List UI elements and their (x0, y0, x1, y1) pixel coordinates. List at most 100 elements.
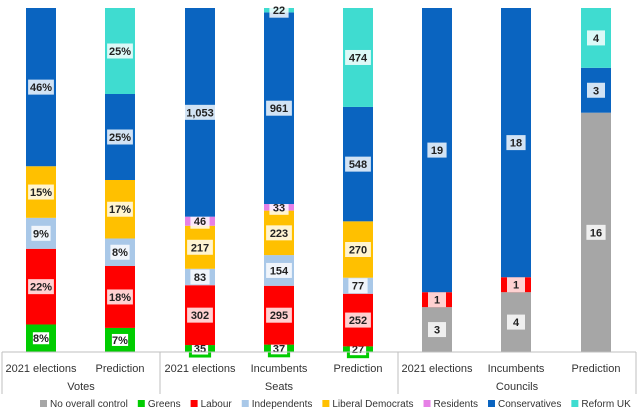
group-label-seats: Seats (265, 381, 294, 393)
councils-prediction-reform-uk-data-label: 4 (593, 33, 600, 45)
votes-prediction-conservatives-label-box (107, 129, 133, 145)
seats-incumbents-conservatives-data-label: 961 (270, 103, 288, 115)
legend: No overall control Greens Labour Independen… (40, 399, 631, 410)
councils-incumbents-conservatives-data-label: 18 (510, 138, 522, 150)
votes-2021-elections-independents-data-label: 9% (33, 228, 49, 240)
seats-prediction-greens-data-label: 27 (352, 344, 364, 356)
tick-label-votes-prediction: Prediction (96, 363, 145, 375)
tick-label-councils-prediction: Prediction (572, 363, 621, 375)
seats-incumbents-liberal-democrats-label-box (266, 225, 292, 241)
tick-label-seats-2021-elections: 2021 elections (165, 363, 236, 375)
seats-2021-elections-liberal-democrats-data-label: 217 (191, 242, 209, 254)
legend-swatch-labour (190, 400, 198, 407)
seats-incumbents-liberal-democrats-data-label: 223 (270, 228, 288, 240)
votes-2021-elections-greens-label-box (29, 329, 53, 348)
seats-prediction-conservatives-data-label: 548 (349, 159, 367, 171)
seats-2021-elections-independents-label-box (190, 269, 210, 285)
legend-swatch-greens (137, 400, 145, 407)
councils-prediction-no-overall-control-data-label: 16 (590, 227, 602, 239)
votes-prediction-labour-label-box (107, 289, 133, 305)
councils-incumbents-conservatives-label-box (506, 135, 526, 151)
tick-label-votes-2021-elections: 2021 elections (6, 363, 77, 375)
votes-2021-elections-liberal-democrats-label-box (28, 184, 54, 200)
seats-prediction-independents-label-box (348, 278, 368, 294)
seats-2021-elections-residents-data-label: 46 (194, 216, 206, 228)
legend-label-conservatives: Conservatives (498, 399, 561, 410)
votes-2021-elections-greens-data-label: 8% (33, 333, 49, 345)
group-label-councils: Councils (496, 381, 539, 393)
seats-prediction-liberal-democrats-data-label: 270 (349, 245, 367, 257)
legend-label-labour: Labour (201, 399, 233, 410)
seats-2021-elections-independents-data-label: 83 (194, 272, 206, 284)
votes-prediction-reform-uk-label-box (107, 43, 133, 59)
legend-swatch-residents (423, 400, 431, 407)
seats-prediction-labour-data-label: 252 (349, 315, 367, 327)
votes-prediction-liberal-democrats-data-label: 17% (109, 204, 131, 216)
legend-label-independents: Independents (252, 399, 313, 410)
votes-prediction-liberal-democrats-label-box (107, 201, 133, 217)
tick-label-seats-incumbents: Incumbents (251, 363, 308, 375)
votes-2021-elections-independents-label-box (31, 225, 51, 241)
legend-swatch-conservatives (488, 400, 495, 407)
votes-2021-elections-conservatives-label-box (28, 79, 54, 95)
seats-incumbents-greens-data-label: 37 (273, 343, 285, 355)
seats-2021-elections-residents-label-box (190, 213, 210, 229)
votes-2021-elections-labour-label-box (28, 279, 54, 295)
seats-2021-elections-greens-data-label: 35 (194, 344, 206, 356)
seats-incumbents-residents-data-label: 33 (273, 202, 285, 214)
tick-label-seats-prediction: Prediction (334, 363, 383, 375)
councils-incumbents-labour-label-box (507, 277, 525, 293)
tick-label-councils-2021-elections: 2021 elections (402, 363, 473, 375)
seats-incumbents-labour-data-label: 295 (270, 310, 288, 322)
legend-label-liberal-democrats: Liberal Democrats (332, 399, 413, 410)
councils-prediction-conservatives-label-box (587, 82, 605, 98)
votes-prediction-greens-data-label: 7% (112, 335, 128, 347)
seats-incumbents-independents-data-label: 154 (270, 265, 289, 277)
councils-2021-elections-labour-label-box (428, 292, 446, 308)
seats-incumbents-reform-uk-data-label: 22 (273, 5, 285, 17)
seats-prediction-conservatives-label-box (345, 156, 371, 172)
legend-label-reform-uk: Reform UK (581, 399, 631, 410)
seats-incumbents-labour-label-box (266, 307, 292, 323)
votes-2021-elections-conservatives-data-label: 46% (30, 82, 52, 94)
seats-prediction-reform-uk-label-box (345, 49, 371, 65)
legend-swatch-no-overall-control (40, 400, 47, 407)
councils-incumbents-no-overall-control-data-label: 4 (513, 317, 520, 329)
councils-prediction-reform-uk-label-box (587, 30, 605, 46)
seats-2021-elections-conservatives-data-label: 1,053 (186, 107, 214, 119)
councils-2021-elections-no-overall-control-label-box (428, 322, 446, 338)
councils-2021-elections-conservatives-data-label: 19 (431, 145, 443, 157)
category-axis: 2021 elections Prediction 2021 elections In… (1, 351, 637, 394)
legend-swatch-independents (241, 400, 249, 407)
seats-2021-elections-labour-label-box (187, 307, 213, 323)
legend-swatch-liberal-democrats (322, 400, 330, 407)
councils-prediction-no-overall-control-label-box (586, 224, 606, 240)
bars-layer: 8% 22% 9% 15% 46% 7% 18% 8% 17% 25% 25% 35 302 83 217 4… (26, 2, 611, 359)
seats-2021-elections-conservatives-label-box (180, 104, 220, 120)
votes-prediction-labour-data-label: 18% (109, 292, 131, 304)
seats-incumbents-conservatives-label-box (266, 100, 292, 116)
legend-label-residents: Residents (434, 399, 478, 410)
votes-prediction-reform-uk-data-label: 25% (109, 46, 131, 58)
tick-label-councils-incumbents: Incumbents (488, 363, 545, 375)
votes-prediction-independents-data-label: 8% (112, 247, 128, 259)
legend-label-no-overall-control: No overall control (50, 399, 128, 410)
seats-2021-elections-labour-data-label: 302 (191, 310, 209, 322)
seats-incumbents-reform-uk-label-box (269, 2, 289, 18)
legend-swatch-reform-uk (571, 400, 579, 407)
group-label-votes: Votes (67, 381, 95, 393)
legend-label-greens: Greens (148, 399, 181, 410)
seats-incumbents-independents-label-box (266, 262, 292, 278)
votes-prediction-conservatives-data-label: 25% (109, 132, 131, 144)
votes-prediction-independents-label-box (110, 244, 130, 260)
seats-prediction-labour-label-box (345, 312, 371, 328)
councils-2021-elections-conservatives-label-box (427, 142, 447, 158)
seats-2021-elections-liberal-democrats-label-box (187, 239, 213, 255)
councils-prediction-conservatives-data-label: 3 (593, 85, 599, 97)
votes-prediction-greens-label-box (108, 330, 132, 349)
councils-incumbents-labour-data-label: 1 (513, 280, 519, 292)
seats-prediction-independents-data-label: 77 (352, 281, 364, 293)
votes-2021-elections-labour-data-label: 22% (30, 282, 52, 294)
councils-2021-elections-no-overall-control-data-label: 3 (434, 325, 440, 337)
